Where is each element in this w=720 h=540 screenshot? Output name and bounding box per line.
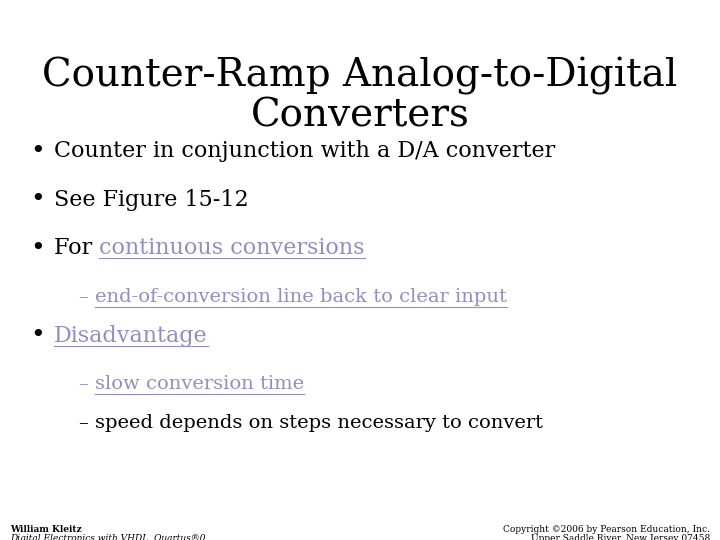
Text: •: •	[30, 237, 45, 260]
Text: Digital Electronics with VHDL, Quartus®0: Digital Electronics with VHDL, Quartus®0	[10, 534, 206, 540]
Text: Copyright ©2006 by Pearson Education, Inc.: Copyright ©2006 by Pearson Education, In…	[503, 525, 710, 534]
Text: •: •	[30, 325, 45, 347]
Text: Converters: Converters	[251, 97, 469, 134]
Text: Counter in conjunction with a D/A converter: Counter in conjunction with a D/A conver…	[54, 140, 555, 162]
Text: slow conversion time: slow conversion time	[95, 375, 305, 394]
Text: – speed depends on steps necessary to convert: – speed depends on steps necessary to co…	[79, 414, 543, 433]
Text: •: •	[30, 188, 45, 211]
Text: Counter-Ramp Analog-to-Digital: Counter-Ramp Analog-to-Digital	[42, 57, 678, 94]
Text: continuous conversions: continuous conversions	[99, 238, 365, 259]
Text: end-of-conversion line back to clear input: end-of-conversion line back to clear inp…	[95, 288, 507, 306]
Text: William Kleitz: William Kleitz	[10, 525, 81, 534]
Text: –: –	[79, 375, 95, 394]
Text: See Figure 15-12: See Figure 15-12	[54, 189, 248, 211]
Text: For: For	[54, 238, 99, 259]
Text: –: –	[79, 288, 95, 306]
Text: Upper Saddle River, New Jersey 07458: Upper Saddle River, New Jersey 07458	[531, 534, 710, 540]
Text: Disadvantage: Disadvantage	[54, 325, 207, 347]
Text: •: •	[30, 140, 45, 163]
